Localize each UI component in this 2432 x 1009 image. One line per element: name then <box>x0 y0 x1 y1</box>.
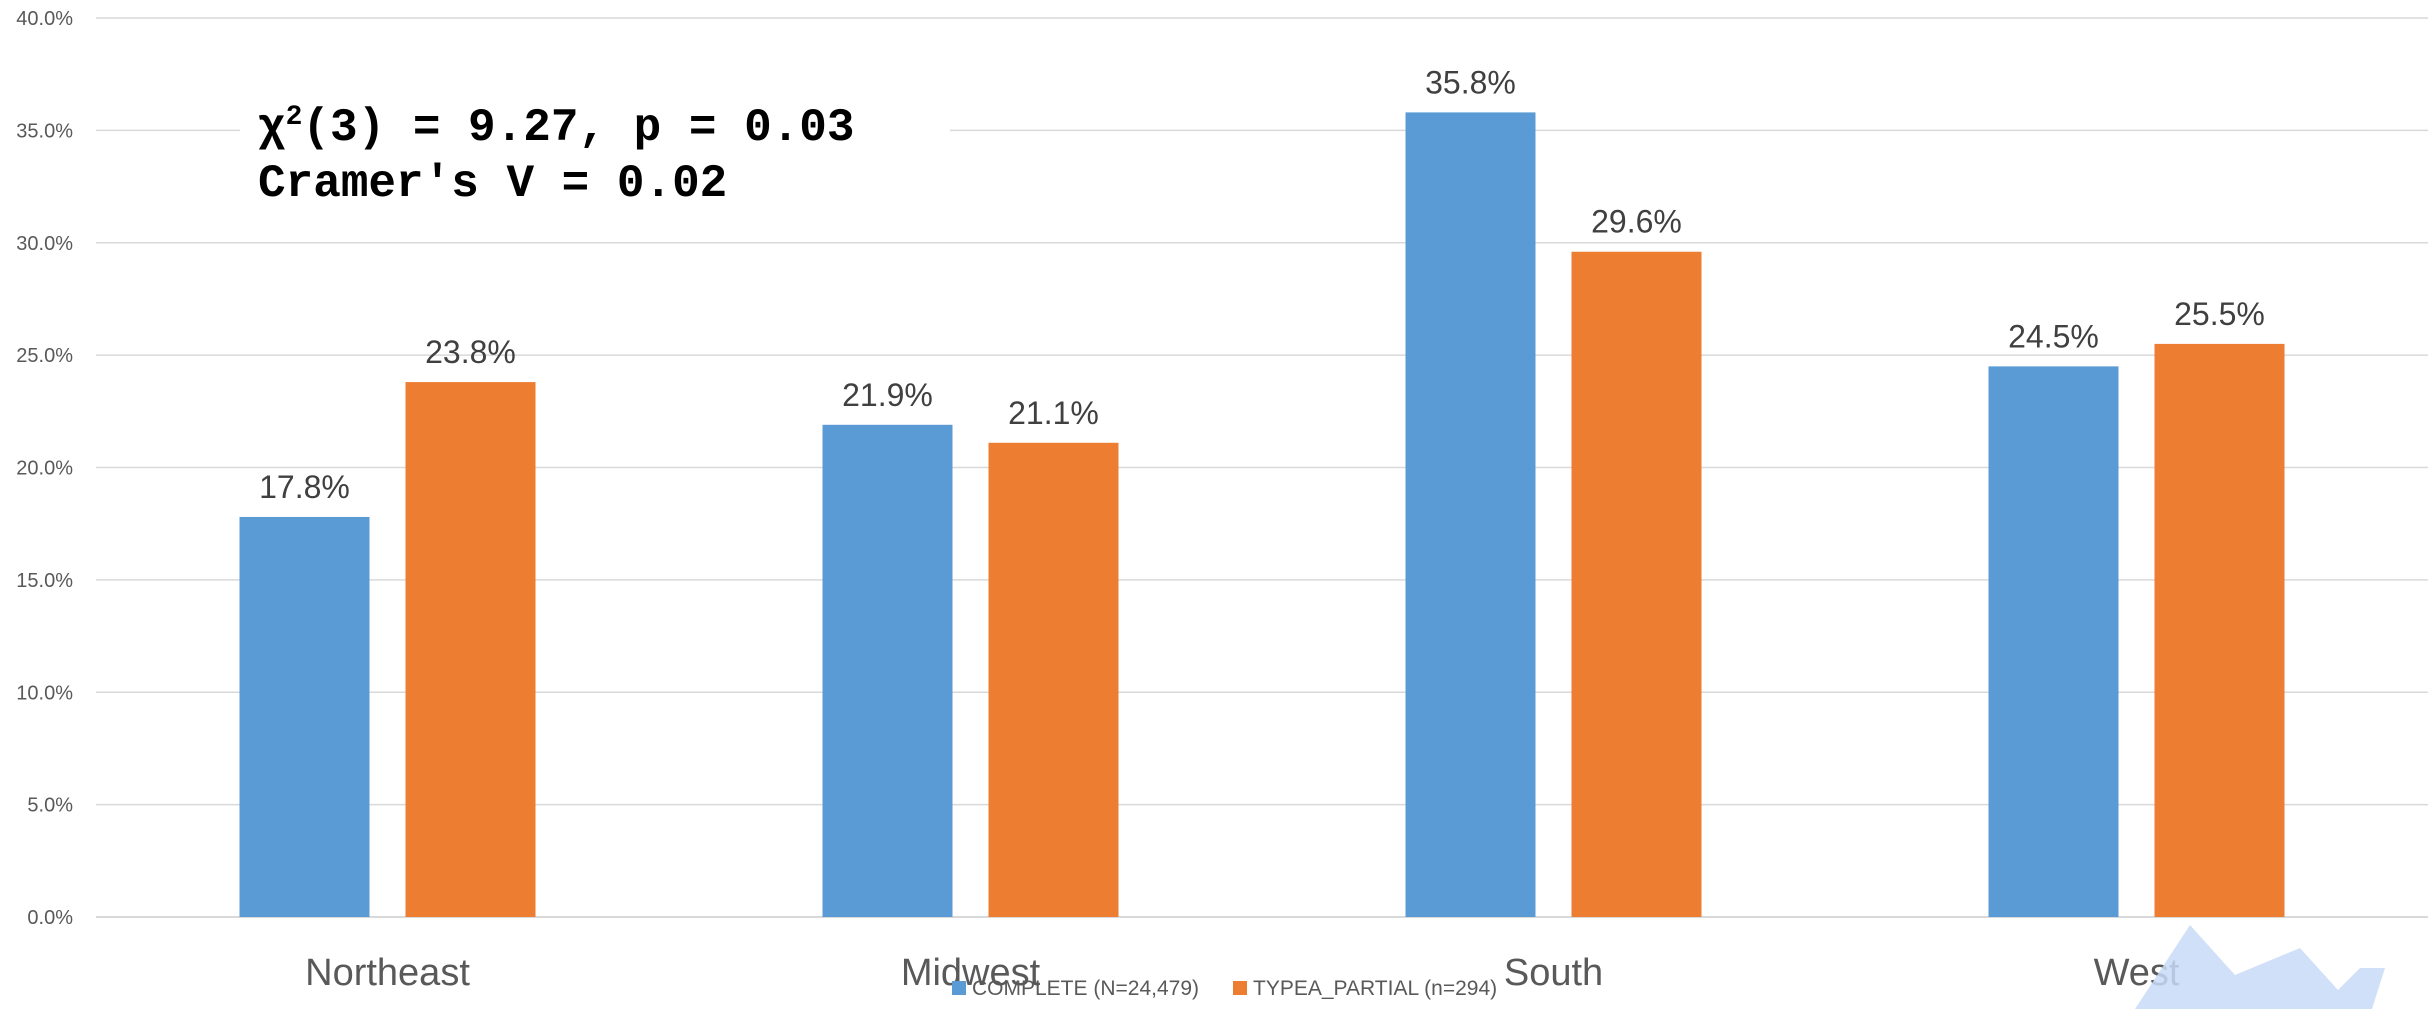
bar-west-typea-partial <box>2154 343 2285 917</box>
bar-west-complete <box>1988 366 2119 917</box>
data-label: 25.5% <box>2174 296 2265 332</box>
y-tick-label: 25.0% <box>16 345 73 367</box>
bar-south-typea-partial <box>1571 251 1702 918</box>
stats-annotation-background <box>240 92 950 212</box>
data-label: 29.6% <box>1591 204 1682 240</box>
y-tick-label: 10.0% <box>16 682 73 704</box>
y-tick-label: 5.0% <box>27 795 73 817</box>
data-label: 23.8% <box>425 334 516 370</box>
cramers-v-line: Cramer's V = 0.02 <box>258 158 727 210</box>
y-tick-label: 20.0% <box>16 458 73 480</box>
data-label: 17.8% <box>259 469 350 505</box>
legend-swatch <box>952 981 966 995</box>
data-label: 21.1% <box>1008 395 1099 431</box>
category-label-northeast: Northeast <box>305 952 470 994</box>
category-label-south: South <box>1504 952 1603 994</box>
y-tick-label: 15.0% <box>16 570 73 592</box>
legend-label: COMPLETE (N=24,479) <box>972 977 1199 1000</box>
decorative-arrow-shape <box>2135 925 2385 1009</box>
bar-northeast-typea-partial <box>405 382 536 918</box>
legend-label: TYPEA_PARTIAL (n=294) <box>1253 977 1497 1000</box>
stats-annotation: χ2(3) = 9.27, p = 0.03 Cramer's V = 0.02 <box>240 92 950 212</box>
y-tick-label: 0.0% <box>27 907 73 929</box>
bar-midwest-complete <box>822 424 953 917</box>
data-label: 24.5% <box>2008 318 2099 354</box>
chi-symbol: χ <box>258 102 286 154</box>
bars <box>239 112 2285 918</box>
chi-square-line: χ2(3) = 9.27, p = 0.03 <box>258 102 855 154</box>
legend: COMPLETE (N=24,479) TYPEA_PARTIAL (n=294) <box>952 977 1497 1000</box>
data-label: 21.9% <box>842 377 933 413</box>
y-tick-label: 35.0% <box>16 120 73 142</box>
legend-swatch <box>1233 981 1247 995</box>
bar-northeast-complete <box>239 516 370 917</box>
data-label: 35.8% <box>1425 64 1516 100</box>
chi-square-stat: (3) = 9.27, p = 0.03 <box>302 102 854 154</box>
y-tick-label: 40.0% <box>16 8 73 30</box>
y-tick-label: 30.0% <box>16 233 73 255</box>
data-labels: 17.8% 23.8% 21.9% 21.1% 35.8% 29.6% 24.5% 25.5% <box>259 64 2265 505</box>
bar-midwest-typea-partial <box>988 442 1119 917</box>
bar-south-complete <box>1405 112 1536 917</box>
y-axis-tick-labels: 0.0% 5.0% 10.0% 15.0% 20.0% 25.0% 30.0% 35.0% 40… <box>16 8 73 929</box>
chi-superscript: 2 <box>286 102 303 133</box>
category-label-midwest: Midwest <box>901 952 1041 994</box>
